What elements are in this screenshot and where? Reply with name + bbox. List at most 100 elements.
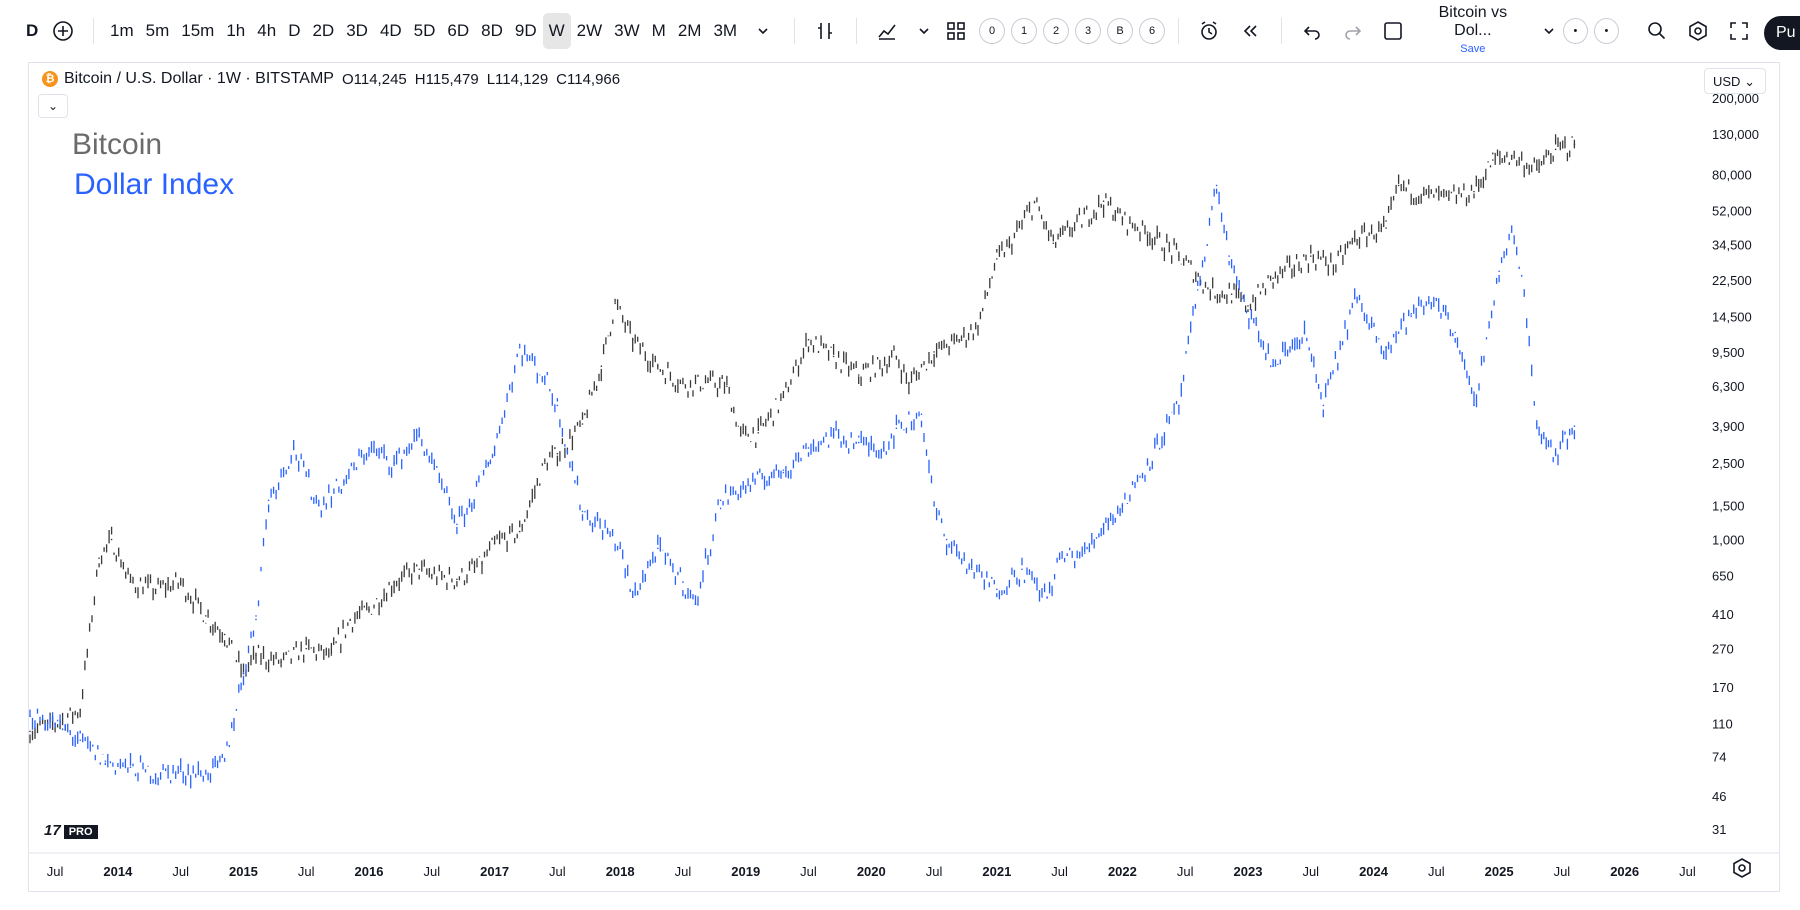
layout-icon[interactable] — [940, 15, 971, 47]
undo-icon[interactable] — [1297, 15, 1328, 47]
interval-button[interactable]: 3W — [614, 21, 640, 40]
y-tick-label: 52,000 — [1712, 203, 1752, 218]
bitcoin-point — [1033, 201, 1036, 204]
layout-quick-button[interactable]: B — [1107, 18, 1134, 44]
interval-button[interactable]: 2D — [312, 21, 335, 40]
bitcoin-point — [1422, 193, 1425, 196]
bitcoin-point — [330, 654, 333, 656]
toolbar-divider — [93, 18, 95, 44]
currency-select[interactable]: USD ⌄ — [1704, 68, 1766, 94]
dollar-index-point — [933, 504, 935, 507]
chevron-down-icon[interactable] — [1537, 15, 1555, 47]
interval-button[interactable]: M — [651, 21, 666, 40]
dollar-index-point — [343, 480, 345, 483]
dollar-index-point — [895, 427, 898, 430]
bitcoin-point — [782, 396, 785, 399]
y-tick-label: 3,900 — [1712, 419, 1745, 434]
interval-button[interactable]: 8D — [481, 21, 503, 40]
bitcoin-point — [418, 568, 421, 571]
y-tick-label: 9,500 — [1712, 345, 1745, 360]
compare-icon[interactable] — [810, 15, 841, 47]
x-tick-label: Jul — [800, 864, 817, 879]
bitcoin-point — [29, 730, 31, 733]
bitcoin-point — [958, 338, 960, 341]
interval-button[interactable]: 3M — [713, 21, 738, 40]
symbol-title: Bitcoin / U.S. Dollar · 1W · BITSTAMP — [64, 70, 334, 87]
bitcoin-point — [493, 542, 496, 545]
interval-button[interactable]: D — [288, 21, 301, 40]
interval-button[interactable]: 2M — [677, 21, 702, 40]
symbol-info[interactable]: ₿ Bitcoin / U.S. Dollar · 1W · BITSTAMP … — [42, 70, 620, 88]
replay-icon[interactable] — [1235, 15, 1266, 47]
interval-button[interactable]: 2W — [576, 21, 603, 40]
symbol-search-button[interactable]: D — [26, 21, 39, 40]
interval-button[interactable]: 4h — [257, 21, 277, 40]
collapse-legend-button[interactable]: ⌄ — [38, 94, 68, 118]
y-tick-label: 110 — [1712, 716, 1733, 731]
dollar-index-point — [1102, 523, 1105, 526]
layout-quick-button[interactable]: 2 — [1043, 18, 1070, 44]
indicators-icon[interactable] — [872, 15, 903, 47]
toolbar-divider — [793, 18, 795, 44]
publish-button[interactable]: Pu — [1764, 16, 1800, 50]
y-tick-label: 170 — [1712, 680, 1734, 695]
bitcoin-coin-icon: ₿ — [42, 71, 58, 87]
bitcoin-point — [1071, 227, 1073, 229]
x-tick-label: Jul — [1177, 864, 1194, 879]
layout-name-label: Bitcoin vs Dol... — [1438, 4, 1508, 39]
dollar-index-point — [1228, 255, 1230, 257]
time-axis[interactable]: Jul 2014 Jul 2015 Jul 2016 Jul 2017 Jul 2018 Jul 20… — [28, 852, 1780, 879]
bitcoin-point — [895, 355, 898, 358]
chevron-down-icon[interactable] — [912, 15, 930, 47]
dollar-index-point — [606, 530, 609, 533]
bitcoin-point — [1052, 242, 1055, 245]
bitcoin-point — [1473, 190, 1475, 193]
redo-icon[interactable] — [1337, 15, 1368, 47]
settings-icon[interactable] — [1683, 15, 1714, 47]
bitcoin-point — [255, 654, 257, 656]
bitcoin-point — [456, 578, 458, 581]
dollar-index-point — [1510, 231, 1513, 233]
layout-quick-button[interactable]: 3 — [1075, 18, 1102, 44]
dollar-index-point — [1058, 557, 1061, 559]
interval-button[interactable]: 5D — [413, 21, 436, 40]
interval-button[interactable]: 1h — [226, 21, 246, 40]
price-axis[interactable]: 200,000 130,000 80,000 52,000 34,500 22,500 14… — [1712, 91, 1759, 837]
layout-name-button[interactable]: Bitcoin vs Dol... Save — [1420, 4, 1526, 58]
chevron-down-icon[interactable] — [748, 15, 779, 47]
gear-icon[interactable] — [1730, 856, 1754, 880]
add-symbol-icon[interactable] — [47, 15, 78, 47]
bitcoin-point — [832, 355, 835, 358]
bitcoin-point — [1554, 148, 1557, 151]
interval-button[interactable]: W — [542, 13, 571, 49]
x-tick-label: 2017 — [480, 864, 509, 879]
bitcoin-point — [707, 381, 709, 384]
bitcoin-point — [1146, 231, 1149, 233]
legend-bitcoin: Bitcoin — [72, 128, 163, 161]
interval-button[interactable]: 9D — [514, 21, 537, 40]
interval-button[interactable]: 3D — [346, 21, 368, 40]
dollar-index-point — [1535, 423, 1538, 425]
bitcoin-point — [908, 382, 910, 385]
layout-square-icon[interactable] — [1378, 15, 1409, 47]
bitcoin-point — [581, 423, 584, 425]
dot-button[interactable]: • — [1593, 18, 1619, 44]
alert-icon[interactable] — [1194, 15, 1225, 47]
interval-button[interactable]: 5m — [145, 21, 170, 40]
fullscreen-icon[interactable] — [1724, 15, 1755, 47]
dollar-index-point — [487, 462, 490, 464]
bitcoin-point — [757, 431, 760, 434]
bitcoin-point — [1535, 168, 1538, 171]
layout-quick-button[interactable]: 1 — [1011, 18, 1038, 44]
interval-button[interactable]: 6D — [447, 21, 470, 40]
search-icon[interactable] — [1642, 15, 1673, 47]
interval-button[interactable]: 4D — [379, 21, 402, 40]
interval-button[interactable]: 15m — [181, 21, 215, 40]
interval-button[interactable]: 1m — [110, 21, 134, 40]
layout-quick-button[interactable]: 6 — [1139, 18, 1166, 44]
bitcoin-bars — [29, 134, 1576, 744]
dot-button[interactable]: • — [1562, 18, 1588, 44]
layout-quick-button[interactable]: 0 — [979, 18, 1006, 44]
x-tick-label: Jul — [298, 864, 315, 879]
